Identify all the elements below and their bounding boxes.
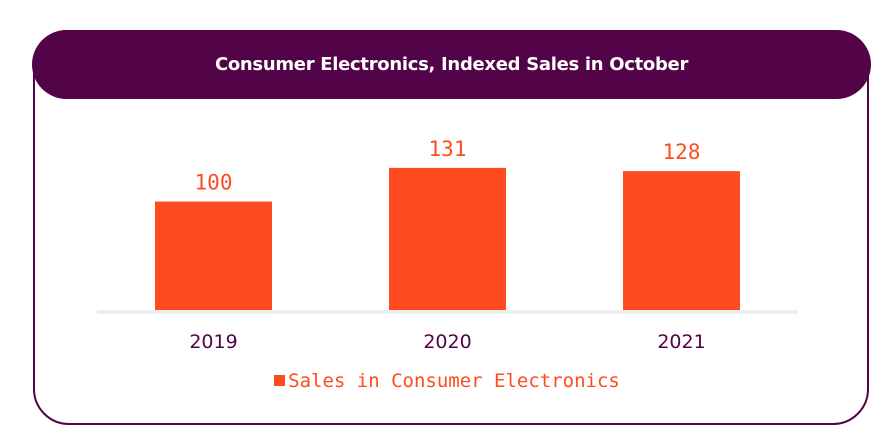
- x-tick-label-2021: 2021: [657, 331, 705, 353]
- x-axis-line: [97, 310, 798, 314]
- bar-2021: [623, 171, 740, 310]
- legend-swatch: [274, 375, 286, 386]
- legend-label: Sales in Consumer Electronics: [288, 370, 620, 392]
- chart-title: Consumer Electronics, Indexed Sales in O…: [214, 54, 689, 75]
- x-tick-label-2020: 2020: [423, 331, 471, 353]
- bar-2020: [389, 167, 506, 310]
- legend: Sales in Consumer Electronics: [0, 370, 894, 392]
- data-label-2021: 128: [663, 140, 701, 164]
- data-label-2019: 100: [195, 171, 233, 195]
- bar-2019: [155, 201, 272, 310]
- x-tick-label-2019: 2019: [189, 331, 237, 353]
- data-label-2020: 131: [429, 137, 467, 161]
- chart-header: Consumer Electronics, Indexed Sales in O…: [32, 30, 871, 99]
